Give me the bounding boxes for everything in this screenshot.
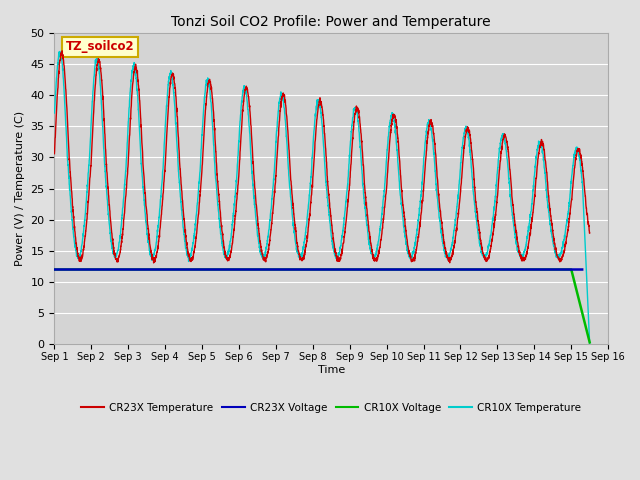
X-axis label: Time: Time	[317, 365, 345, 374]
Legend: CR23X Temperature, CR23X Voltage, CR10X Voltage, CR10X Temperature: CR23X Temperature, CR23X Voltage, CR10X …	[77, 398, 586, 417]
Title: Tonzi Soil CO2 Profile: Power and Temperature: Tonzi Soil CO2 Profile: Power and Temper…	[172, 15, 491, 29]
Y-axis label: Power (V) / Temperature (C): Power (V) / Temperature (C)	[15, 111, 25, 266]
Text: TZ_soilco2: TZ_soilco2	[65, 40, 134, 53]
